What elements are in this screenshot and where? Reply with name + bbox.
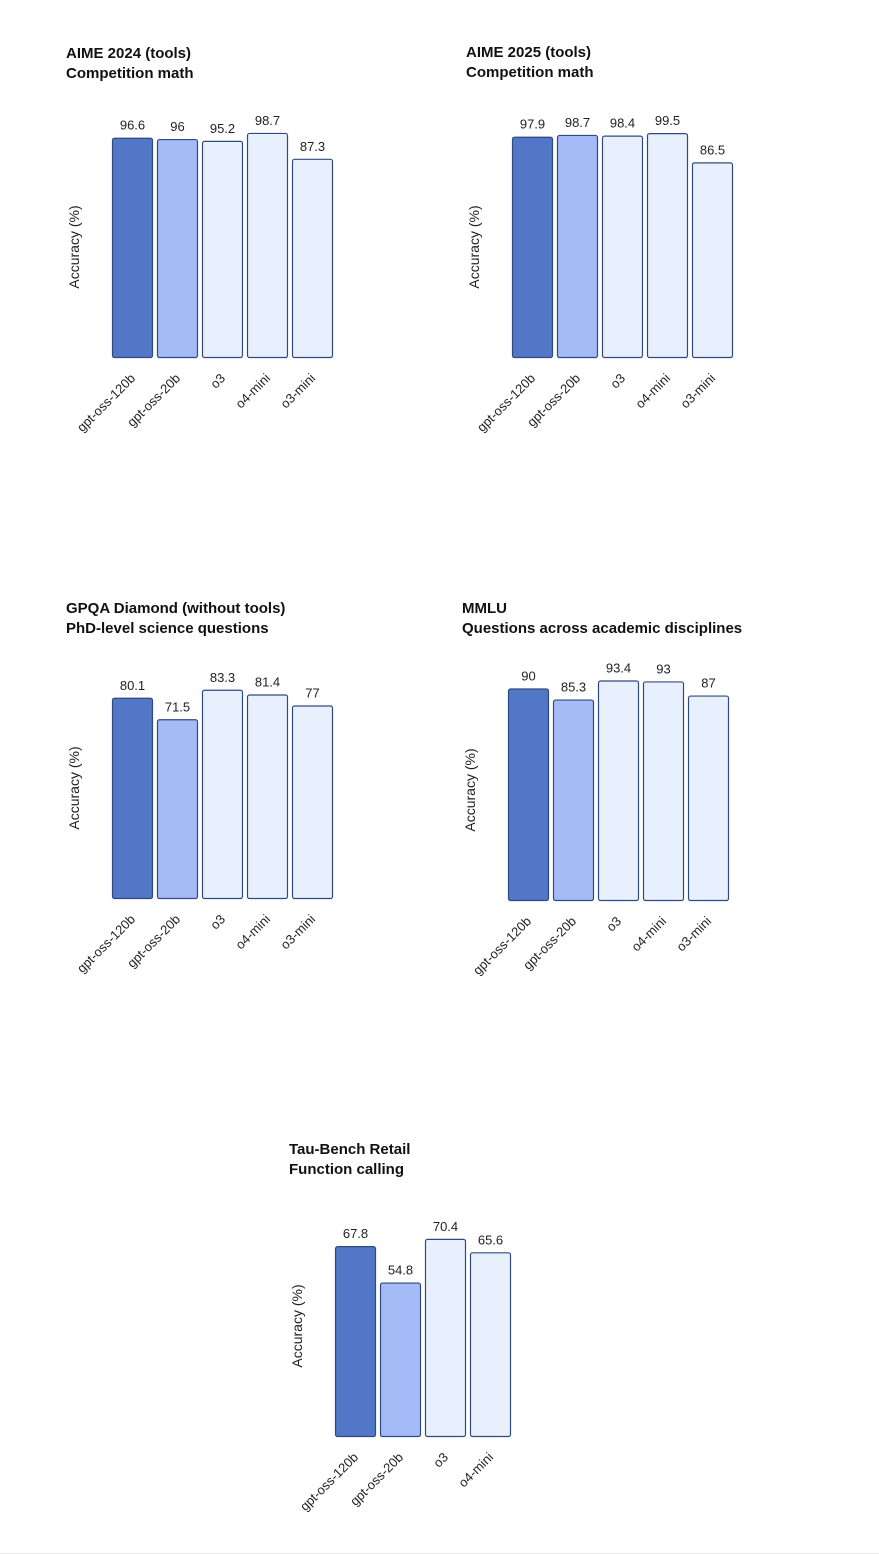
x-tick-label: o4-mini [632, 370, 673, 411]
bar-o3-mini [291, 705, 334, 900]
bar-o3 [601, 135, 644, 359]
x-tick-label: o3 [603, 914, 624, 935]
data-label: 95.2 [210, 121, 235, 136]
bar-gpt-oss-20b [379, 1282, 422, 1438]
chart-title-text: AIME 2025 (tools) [466, 44, 592, 61]
data-label: 77 [305, 686, 319, 701]
chart-subtitle: Competition math [466, 64, 594, 81]
data-label: 96.6 [120, 118, 145, 133]
chart-panel-mmlu: MMLU Questions across academic disciplin… [462, 599, 782, 1019]
chart-title-text: AIME 2024 (tools) [66, 45, 192, 62]
chart-title: MMLU Questions across academic disciplin… [462, 599, 742, 639]
y-axis-label: Accuracy (%) [66, 205, 82, 288]
data-label: 87 [701, 676, 715, 691]
data-label: 70.4 [433, 1219, 458, 1234]
data-label: 98.7 [255, 113, 280, 128]
bar-gpt-oss-120b [507, 688, 550, 902]
bar-gpt-oss-20b [556, 134, 599, 359]
data-label: 54.8 [388, 1263, 413, 1278]
chart-svg: Accuracy (%)97.9gpt-oss-120b98.7gpt-oss-… [466, 113, 734, 435]
x-tick-label: o4-mini [455, 1449, 496, 1490]
x-tick-label: o3-mini [677, 370, 718, 411]
data-label: 71.5 [165, 699, 190, 714]
chart-title: Tau-Bench Retail Function calling [289, 1140, 410, 1180]
x-tick-label: o4-mini [232, 370, 273, 411]
bar-o3-mini [291, 158, 334, 359]
data-label: 85.3 [561, 680, 586, 695]
x-tick-label: o3-mini [277, 370, 318, 411]
chart-title-text: Tau-Bench Retail [289, 1141, 411, 1158]
chart-subtitle: Questions across academic disciplines [462, 620, 743, 637]
x-tick-label: o3 [207, 371, 228, 392]
bar-o3 [201, 689, 244, 900]
x-tick-label: o3-mini [277, 911, 318, 952]
y-axis-label: Accuracy (%) [462, 748, 478, 831]
data-label: 93.4 [606, 661, 631, 676]
data-label: 86.5 [700, 142, 725, 157]
data-label: 67.8 [343, 1226, 368, 1241]
chart-svg: Accuracy (%)80.1gpt-oss-120b71.5gpt-oss-… [66, 670, 334, 976]
chart-title: AIME 2025 (tools) Competition math [466, 43, 594, 83]
x-tick-label: o3 [430, 1450, 451, 1471]
bar-gpt-oss-120b [334, 1246, 377, 1438]
data-label: 98.4 [610, 116, 635, 131]
data-label: 65.6 [478, 1232, 503, 1247]
data-label: 87.3 [300, 139, 325, 154]
bar-o4-mini [642, 681, 685, 902]
divider [0, 1553, 879, 1554]
data-label: 96 [170, 119, 184, 134]
x-tick-label: gpt-oss-120b [470, 914, 534, 978]
x-tick-label: o4-mini [232, 911, 273, 952]
bar-o3 [424, 1238, 467, 1438]
bar-o3-mini [687, 695, 730, 902]
bar-o4-mini [646, 133, 689, 359]
x-tick-label: gpt-oss-120b [74, 371, 138, 435]
data-label: 93 [656, 661, 670, 676]
chart-title: GPQA Diamond (without tools) PhD-level s… [66, 599, 285, 639]
y-axis-label: Accuracy (%) [289, 1284, 305, 1367]
chart-panel-aime-2025: AIME 2025 (tools) Competition math Accur… [466, 43, 766, 463]
chart-subtitle: Competition math [66, 65, 194, 82]
bar-o3-mini [691, 162, 734, 359]
x-tick-label: o3 [607, 371, 628, 392]
bar-gpt-oss-20b [156, 719, 199, 900]
bar-gpt-oss-20b [552, 699, 595, 902]
chart-svg: Accuracy (%)67.8gpt-oss-120b54.8gpt-oss-… [289, 1219, 512, 1514]
x-tick-label: o3-mini [673, 913, 714, 954]
chart-panel-gpqa-diamond: GPQA Diamond (without tools) PhD-level s… [66, 599, 366, 1019]
chart-title-text: MMLU [462, 600, 507, 617]
x-tick-label: gpt-oss-120b [474, 371, 538, 435]
x-tick-label: o4-mini [628, 913, 669, 954]
x-tick-label: o3 [207, 912, 228, 933]
y-axis-label: Accuracy (%) [66, 746, 82, 829]
x-tick-label: gpt-oss-120b [297, 1450, 361, 1514]
data-label: 80.1 [120, 678, 145, 693]
data-label: 90 [521, 669, 535, 684]
data-label: 81.4 [255, 675, 280, 690]
y-axis-label: Accuracy (%) [466, 205, 482, 288]
x-tick-label: gpt-oss-120b [74, 912, 138, 976]
chart-subtitle: Function calling [289, 1161, 404, 1178]
data-label: 83.3 [210, 670, 235, 685]
chart-panel-aime-2024: AIME 2024 (tools) Competition math Accur… [66, 44, 366, 464]
data-label: 99.5 [655, 113, 680, 128]
bar-gpt-oss-120b [111, 697, 154, 900]
bar-gpt-oss-20b [156, 138, 199, 359]
bar-o4-mini [246, 694, 289, 900]
chart-panel-tau-bench-retail: Tau-Bench Retail Function calling Accura… [289, 1140, 589, 1540]
bar-gpt-oss-120b [111, 137, 154, 359]
chart-svg: Accuracy (%)96.6gpt-oss-120b96gpt-oss-20… [66, 113, 334, 435]
bar-o3 [597, 680, 640, 902]
data-label: 97.9 [520, 117, 545, 132]
bar-gpt-oss-120b [511, 136, 554, 359]
chart-svg: Accuracy (%)90gpt-oss-120b85.3gpt-oss-20… [462, 661, 730, 978]
chart-subtitle: PhD-level science questions [66, 620, 269, 637]
bar-o4-mini [246, 132, 289, 359]
chart-title-text: GPQA Diamond (without tools) [66, 600, 286, 617]
bar-o4-mini [469, 1252, 512, 1438]
chart-title: AIME 2024 (tools) Competition math [66, 44, 194, 84]
data-label: 98.7 [565, 115, 590, 130]
bar-o3 [201, 140, 244, 359]
